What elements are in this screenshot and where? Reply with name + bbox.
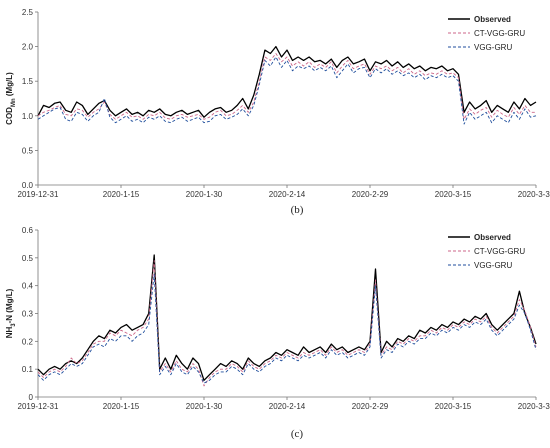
- y-tick-label: 0.3: [22, 310, 34, 319]
- series-line-observed: [37, 45, 537, 118]
- y-axis-label-main: NH: [5, 327, 14, 339]
- y-tick-label: 0.1: [22, 365, 34, 374]
- figure-caption: (b): [291, 204, 304, 216]
- y-tick-label: 1.0: [22, 112, 34, 121]
- y-axis-label-sub: Mn: [11, 98, 17, 107]
- y-tick-label: 0.5: [22, 146, 34, 155]
- legend-label: CT-VGG-GRU: [474, 247, 525, 256]
- figure-caption: (c): [291, 428, 304, 440]
- y-tick-label: 0.0: [22, 181, 34, 190]
- x-tick-label: 2020-2-29: [352, 402, 389, 411]
- legend-label: Observed: [474, 15, 511, 24]
- y-tick-label: 0.2: [22, 337, 34, 346]
- y-axis-label: CODMn (Mg/L): [5, 72, 17, 125]
- series-line-vgg-gru: [37, 56, 537, 125]
- legend-label: VGG-GRU: [474, 261, 512, 270]
- y-tick-label: 1.5: [22, 77, 34, 86]
- y-axis-label-unit: (Mg/L): [5, 72, 14, 99]
- chart-c: 0 0.1 0.2 0.3 0.4 0.5 0.6 2019-12-31 2020-1-15 20…: [5, 226, 550, 440]
- x-tick-label: 2020-3-30: [518, 402, 550, 411]
- x-tick-label: 2019-12-31: [18, 402, 59, 411]
- x-tick-label: 2020-3-15: [435, 190, 472, 199]
- x-tick-label: 2020-1-15: [103, 402, 140, 411]
- y-tick-label: 0.4: [22, 282, 34, 291]
- y-axis-label: NH3-N (Mg/L): [5, 288, 17, 338]
- x-tick-label: 2020-2-29: [352, 190, 389, 199]
- y-tick-label: 0.6: [22, 226, 34, 235]
- series-line-observed: [37, 254, 537, 381]
- x-tick-label: 2020-1-30: [186, 190, 223, 199]
- y-tick-label: 2.0: [22, 43, 34, 52]
- x-tick-label: 2020-3-30: [518, 190, 550, 199]
- x-tick-label: 2020-1-30: [186, 402, 223, 411]
- y-axis-label-sub: 3: [11, 323, 17, 327]
- y-tick-label: 0.5: [22, 254, 34, 263]
- y-tick-label: 0: [29, 393, 34, 402]
- y-axis-label-unit: -N (Mg/L): [5, 288, 14, 323]
- series-line-ct-vgg-gru: [37, 260, 537, 387]
- x-tick-label: 2020-1-15: [103, 190, 140, 199]
- x-tick-label: 2019-12-31: [18, 190, 59, 199]
- series-line-vgg-gru: [37, 274, 537, 384]
- legend-label: Observed: [474, 233, 511, 242]
- series-line-ct-vgg-gru: [37, 53, 536, 120]
- x-tick-label: 2020-2-14: [269, 402, 306, 411]
- legend-label: CT-VGG-GRU: [474, 29, 525, 38]
- legend-label: VGG-GRU: [474, 43, 512, 52]
- y-axis-label-main: COD: [5, 107, 14, 125]
- x-tick-label: 2020-2-14: [269, 190, 306, 199]
- y-tick-label: 2.5: [22, 8, 34, 17]
- x-tick-label: 2020-3-15: [435, 402, 472, 411]
- chart-b: 0.0 0.5 1.0 1.5 2.0 2.5 2019-12-31 2020-1-15 202…: [5, 8, 550, 216]
